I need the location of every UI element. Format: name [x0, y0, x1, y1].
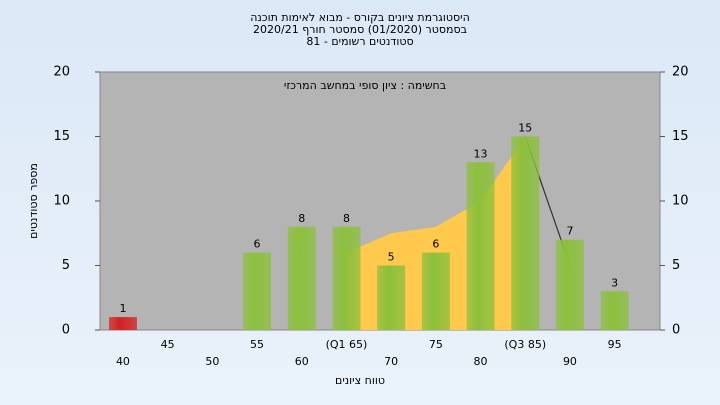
data-label: 6 — [254, 238, 261, 251]
x-tick-label: 75 — [429, 338, 443, 351]
x-tick-label: 45 — [161, 338, 175, 351]
data-label: 6 — [432, 238, 439, 251]
y-tick-label: 5 — [62, 258, 70, 273]
x-tick-label: 90 — [563, 355, 577, 368]
data-label: 3 — [611, 276, 618, 289]
chart-subtitle: סטודנטים רשומים - 81 — [306, 35, 413, 48]
bar — [108, 317, 137, 330]
chart-title: היסטוגרמת ציונים בקורס - מבוא לאימות תוכ… — [250, 11, 470, 24]
bar — [600, 291, 629, 330]
x-tick-label: 95 — [608, 338, 622, 351]
y-axis-label: מספר סטודנטים — [27, 163, 40, 239]
data-label: 7 — [566, 225, 573, 238]
y2-tick-label: 10 — [672, 194, 689, 209]
bar — [555, 239, 584, 330]
data-label: 8 — [298, 212, 305, 225]
y-tick-label: 20 — [53, 65, 70, 80]
x-tick-label: 50 — [205, 355, 219, 368]
bar — [511, 136, 540, 330]
bar — [332, 226, 361, 330]
bar — [243, 252, 272, 330]
y2-tick-label: 20 — [672, 65, 689, 80]
data-label: 5 — [388, 251, 395, 264]
x-tick-label: 60 — [295, 355, 309, 368]
bar — [377, 265, 406, 330]
x-tick-label: (Q3 85) — [504, 338, 546, 351]
y-tick-label: 10 — [53, 194, 70, 209]
annotation: בחשימה : ציון סופי במחשב המרכזי — [284, 79, 446, 92]
y2-tick-label: 15 — [672, 129, 689, 144]
bar — [421, 252, 450, 330]
bar — [287, 226, 316, 330]
y-tick-label: 15 — [53, 129, 70, 144]
x-tick-label: 40 — [116, 355, 130, 368]
x-tick-label: 70 — [384, 355, 398, 368]
x-axis-label: טווח ציונים — [335, 374, 385, 387]
data-label: 1 — [119, 302, 126, 315]
x-tick-label: (Q1 65) — [326, 338, 368, 351]
bar — [466, 162, 495, 330]
data-label: 15 — [518, 122, 532, 135]
x-tick-label: 55 — [250, 338, 264, 351]
y2-tick-label: 5 — [672, 258, 680, 273]
chart-subtitle: בסמסטר (01/2020) סמסטר חורף 2020/21 — [253, 23, 467, 36]
data-label: 13 — [474, 147, 488, 160]
y2-tick-label: 0 — [672, 323, 680, 338]
x-tick-label: 80 — [474, 355, 488, 368]
y-tick-label: 0 — [62, 323, 70, 338]
data-label: 8 — [343, 212, 350, 225]
